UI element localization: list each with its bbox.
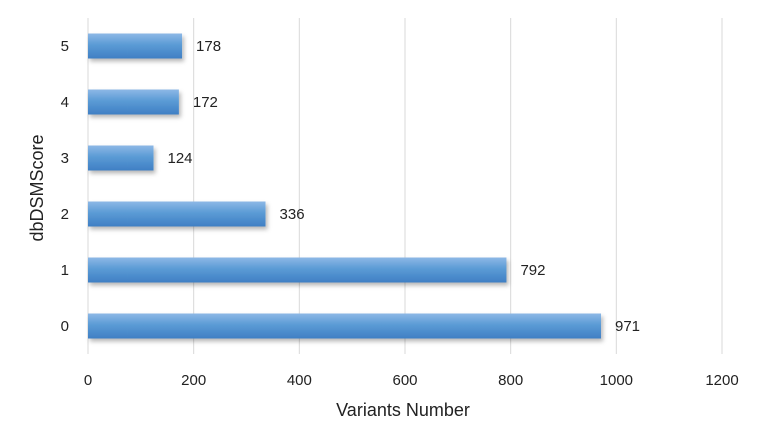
data-label-score-3: 124	[168, 150, 193, 167]
data-label-score-4: 172	[193, 94, 218, 111]
x-axis-ticks: 0 200 400 600 800 1000 1200	[84, 372, 739, 389]
bar-score-4	[88, 89, 179, 115]
y-axis-title: dbDSMScore	[27, 134, 47, 241]
bar-score-1	[88, 257, 507, 283]
bar-score-5	[88, 33, 183, 59]
bar-score-0	[88, 313, 602, 339]
y-tick-label: 0	[61, 318, 69, 335]
x-tick-label: 400	[287, 372, 312, 389]
data-label-score-2: 336	[280, 206, 305, 223]
x-tick-label: 200	[181, 372, 206, 389]
y-tick-label: 5	[61, 38, 69, 55]
x-tick-label: 0	[84, 372, 92, 389]
y-axis-ticks: 0 1 2 3 4 5	[61, 38, 69, 335]
bar-score-2	[88, 201, 266, 227]
gridlines	[87, 18, 723, 354]
x-tick-label: 1200	[705, 372, 738, 389]
x-tick-label: 800	[498, 372, 523, 389]
x-tick-label: 1000	[600, 372, 633, 389]
x-axis-title: Variants Number	[336, 400, 470, 420]
y-tick-label: 4	[61, 94, 69, 111]
y-tick-label: 3	[61, 150, 69, 167]
bars	[88, 33, 602, 339]
data-label-score-0: 971	[615, 318, 640, 335]
data-label-score-1: 792	[520, 262, 545, 279]
bar-score-3	[88, 145, 154, 171]
data-labels: 971 792 336 124 172 178	[168, 38, 641, 335]
y-tick-label: 2	[61, 206, 69, 223]
x-tick-label: 600	[392, 372, 417, 389]
data-label-score-5: 178	[196, 38, 221, 55]
y-tick-label: 1	[61, 262, 69, 279]
